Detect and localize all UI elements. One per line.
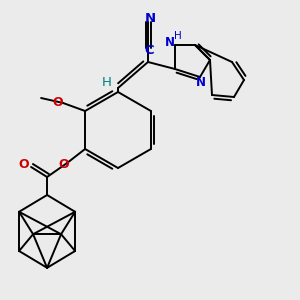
Text: C: C [144,44,154,58]
Text: O: O [59,158,69,172]
Text: O: O [19,158,29,170]
Text: N: N [196,76,206,89]
Text: N: N [165,37,175,50]
Text: H: H [102,76,112,89]
Text: N: N [144,13,156,26]
Text: O: O [53,95,63,109]
Text: H: H [174,31,182,41]
